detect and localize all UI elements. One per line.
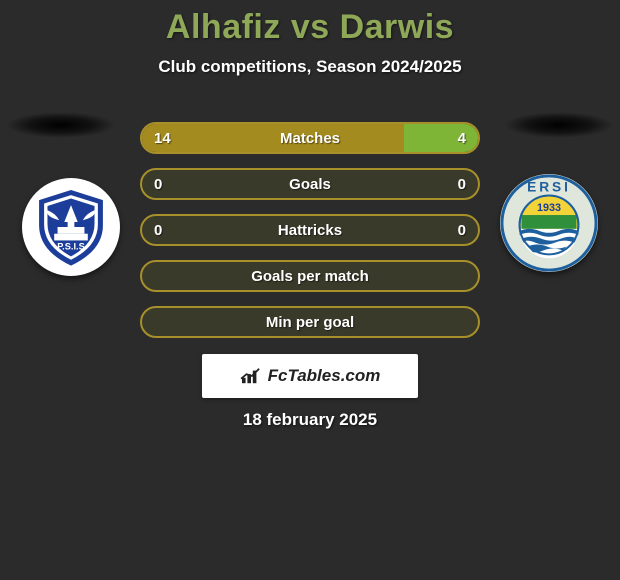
badge-left-text: P.S.I.S — [57, 242, 85, 252]
club-badge-left: P.S.I.S — [22, 178, 120, 276]
bar-value-right: 0 — [458, 216, 466, 244]
bar-value-left: 0 — [154, 170, 162, 198]
bar-value-left: 0 — [154, 216, 162, 244]
badge-right-year: 1933 — [537, 202, 561, 214]
watermark: FcTables.com — [202, 354, 418, 398]
stat-row-goals: Goals0 0 — [140, 168, 480, 200]
player-shadow-right — [504, 112, 614, 138]
persib-crest-icon: ERSI 1933 — [500, 174, 598, 272]
bar-chart-icon — [240, 367, 262, 385]
player-shadow-left — [6, 112, 116, 138]
stat-row-min-per-goal: Min per goal — [140, 306, 480, 338]
watermark-text: FcTables.com — [268, 366, 381, 386]
page-title: Alhafiz vs Darwis — [0, 0, 620, 47]
bar-label: Min per goal — [142, 308, 478, 336]
comparison-infographic: Alhafiz vs Darwis Club competitions, Sea… — [0, 0, 620, 580]
stat-row-matches: Matches144 — [140, 122, 480, 154]
bar-label: Goals — [142, 170, 478, 198]
bar-value-right: 0 — [458, 170, 466, 198]
bar-label: Hattricks — [142, 216, 478, 244]
stat-row-hattricks: Hattricks0 0 — [140, 214, 480, 246]
bar-label: Goals per match — [142, 262, 478, 290]
stat-row-goals-per-match: Goals per match — [140, 260, 480, 292]
bar-fill-left — [142, 124, 404, 152]
badge-right-top-text: ERSI — [527, 180, 571, 195]
stats-bars: Matches144Goals00Hattricks00Goals per ma… — [140, 122, 480, 352]
date-label: 18 february 2025 — [0, 410, 620, 430]
psis-crest-icon: P.S.I.S — [29, 185, 113, 269]
club-badge-right: ERSI 1933 — [500, 174, 598, 272]
subtitle: Club competitions, Season 2024/2025 — [0, 57, 620, 77]
bar-fill-right — [404, 124, 478, 152]
